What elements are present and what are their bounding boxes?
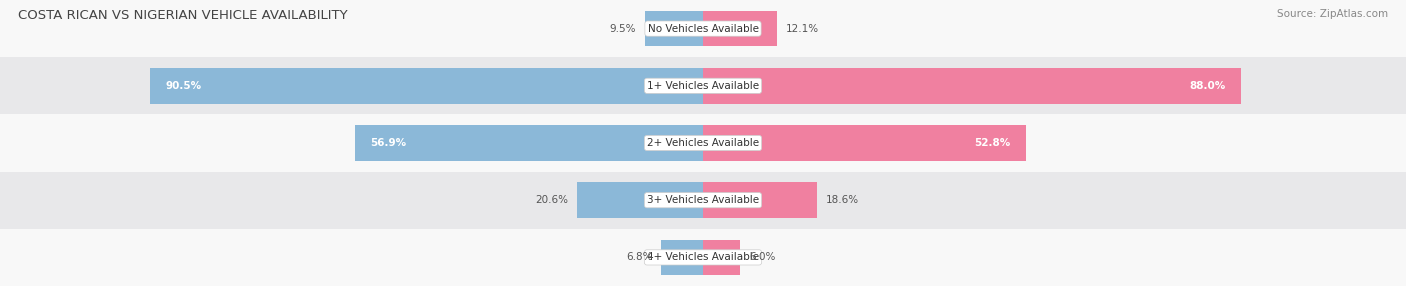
Text: 6.0%: 6.0% (749, 253, 775, 262)
Text: 6.8%: 6.8% (626, 253, 652, 262)
Bar (0, 57, 1406, 114)
Legend: Costa Rican, Nigerian: Costa Rican, Nigerian (617, 284, 789, 286)
Text: 52.8%: 52.8% (974, 138, 1011, 148)
Bar (576, 182, 703, 218)
Text: 90.5%: 90.5% (165, 81, 201, 91)
Bar (0, 0, 1406, 57)
Text: COSTA RICAN VS NIGERIAN VEHICLE AVAILABILITY: COSTA RICAN VS NIGERIAN VEHICLE AVAILABI… (18, 9, 347, 21)
Text: 4+ Vehicles Available: 4+ Vehicles Available (647, 253, 759, 262)
Text: 3+ Vehicles Available: 3+ Vehicles Available (647, 195, 759, 205)
Bar (703, 11, 778, 46)
Text: 12.1%: 12.1% (786, 24, 820, 33)
Text: Source: ZipAtlas.com: Source: ZipAtlas.com (1277, 9, 1388, 19)
Bar (703, 182, 817, 218)
Bar (661, 240, 703, 275)
Bar (150, 68, 703, 104)
Text: 1+ Vehicles Available: 1+ Vehicles Available (647, 81, 759, 91)
Bar (703, 240, 740, 275)
Bar (0, 114, 1406, 172)
Bar (356, 125, 703, 161)
Bar (0, 229, 1406, 286)
Text: 20.6%: 20.6% (534, 195, 568, 205)
Bar (645, 11, 703, 46)
Text: 9.5%: 9.5% (609, 24, 636, 33)
Text: 88.0%: 88.0% (1189, 81, 1226, 91)
Bar (703, 125, 1026, 161)
Text: 18.6%: 18.6% (825, 195, 859, 205)
Bar (703, 68, 1241, 104)
Bar (0, 172, 1406, 229)
Text: 56.9%: 56.9% (370, 138, 406, 148)
Text: No Vehicles Available: No Vehicles Available (648, 24, 758, 33)
Text: 2+ Vehicles Available: 2+ Vehicles Available (647, 138, 759, 148)
